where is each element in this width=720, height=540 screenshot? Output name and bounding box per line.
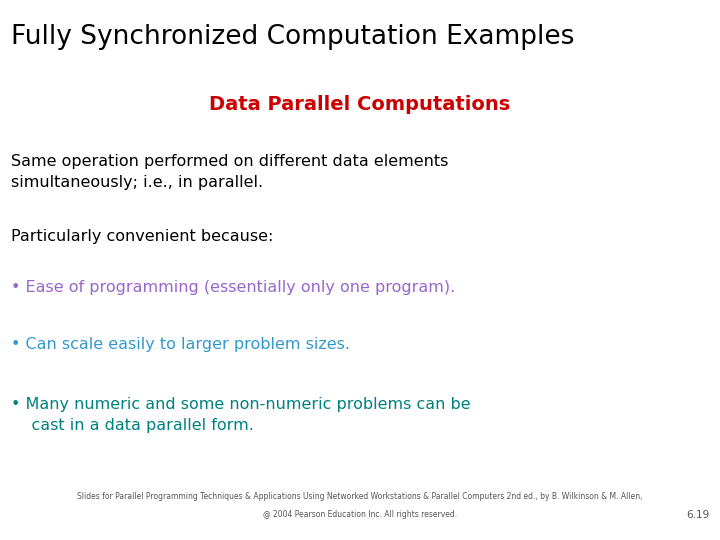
Text: Data Parallel Computations: Data Parallel Computations [210, 94, 510, 113]
Text: • Many numeric and some non-numeric problems can be
    cast in a data parallel : • Many numeric and some non-numeric prob… [11, 397, 470, 433]
Text: • Can scale easily to larger problem sizes.: • Can scale easily to larger problem siz… [11, 338, 350, 353]
Text: Slides for Parallel Programming Techniques & Applications Using Networked Workst: Slides for Parallel Programming Techniqu… [77, 492, 643, 502]
Text: Fully Synchronized Computation Examples: Fully Synchronized Computation Examples [11, 24, 574, 50]
Text: 6.19: 6.19 [686, 510, 709, 521]
Text: • Ease of programming (essentially only one program).: • Ease of programming (essentially only … [11, 280, 455, 295]
Text: @ 2004 Pearson Education Inc. All rights reserved.: @ 2004 Pearson Education Inc. All rights… [263, 510, 457, 519]
Text: Particularly convenient because:: Particularly convenient because: [11, 230, 273, 245]
Text: Same operation performed on different data elements
simultaneously; i.e., in par: Same operation performed on different da… [11, 154, 448, 190]
